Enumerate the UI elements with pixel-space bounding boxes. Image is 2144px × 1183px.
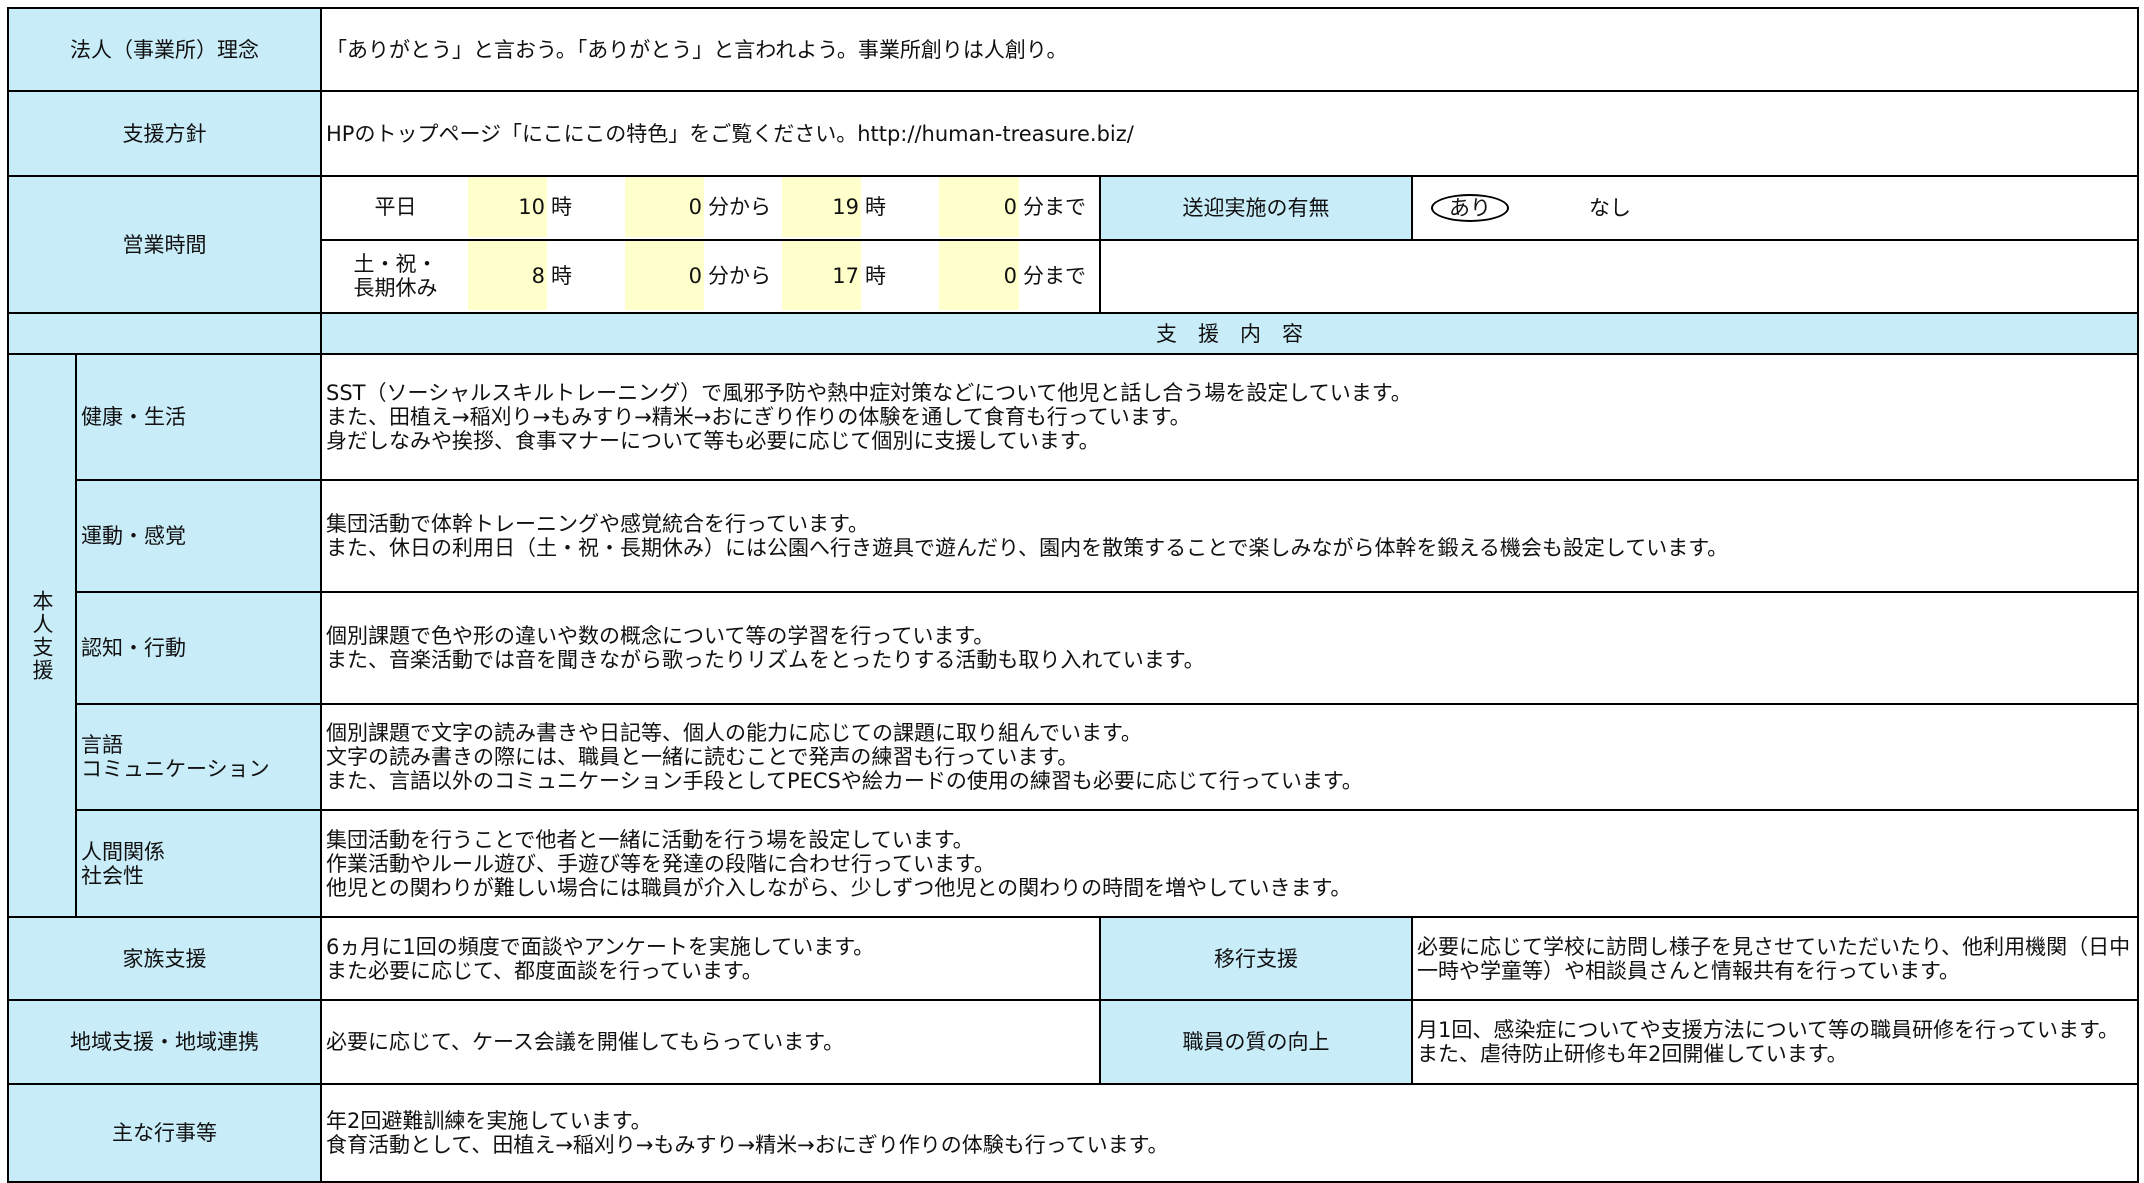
item-label: 健康・生活: [75, 353, 322, 481]
content-cell-text: 必要に応じて、ケース会議を開催してもらっています。: [326, 1030, 845, 1054]
item-label-text: 健康・生活: [81, 405, 186, 429]
time-unit: 分まで: [1019, 177, 1098, 237]
transport-options: あり なし: [1411, 175, 2139, 241]
label-cell: 職員の質の向上: [1099, 999, 1413, 1085]
time-unit: 分まで: [1019, 241, 1098, 310]
time-value: 0: [939, 177, 1019, 237]
time-unit: 分から: [704, 241, 782, 310]
option: なし: [1589, 196, 1631, 220]
time-value: 19: [782, 177, 861, 237]
time-value-text: 0: [688, 263, 702, 288]
item-content-text: 集団活動を行うことで他者と一緒に活動を行う場を設定しています。 作業活動やルール…: [326, 827, 1352, 900]
content-cell: 6ヵ月に1回の頻度で面談やアンケートを実施しています。 また必要に応じて、都度面…: [320, 916, 1101, 1001]
item-content-text: 個別課題で色や形の違いや数の概念について等の学習を行っています。 また、音楽活動…: [326, 624, 1205, 672]
day-label-text: 平日: [374, 195, 417, 219]
label-cell-text: 職員の質の向上: [1182, 1030, 1330, 1054]
item-label-text: 運動・感覚: [81, 524, 186, 548]
item-label-text: 認知・行動: [81, 636, 186, 660]
content-cell-text: 6ヵ月に1回の頻度で面談やアンケートを実施しています。 また必要に応じて、都度面…: [326, 934, 875, 983]
time-value: 0: [939, 241, 1019, 310]
label-cell-text: 法人（事業所）理念: [70, 37, 259, 62]
time-value: 0: [625, 241, 704, 310]
item-content: 個別課題で色や形の違いや数の概念について等の学習を行っています。 また、音楽活動…: [320, 591, 2139, 705]
section-header: 支 援 内 容: [320, 312, 2139, 355]
time-value-text: 8: [531, 263, 545, 288]
time-value-text: 19: [832, 195, 859, 219]
item-content-text: 集団活動で体幹トレーニングや感覚統合を行っています。 また、休日の利用日（土・祝…: [326, 512, 1729, 560]
day-label-text: 土・祝・ 長期休み: [353, 251, 438, 300]
item-label-text: 人間関係 社会性: [81, 839, 165, 888]
label-cell-text: 地域支援・地域連携: [70, 1030, 259, 1054]
time-value: 8: [468, 241, 547, 310]
item-label: 運動・感覚: [75, 479, 322, 593]
time-unit-text: 時: [551, 195, 572, 219]
item-label: 人間関係 社会性: [75, 809, 322, 918]
time-unit-text: 分から: [708, 263, 771, 288]
time-unit-text: 時: [865, 195, 886, 219]
content-cell: 「ありがとう」と言おう。「ありがとう」と言われよう。事業所創りは人創り。: [320, 7, 2139, 92]
item-label: 認知・行動: [75, 591, 322, 705]
item-content: SST（ソーシャルスキルトレーニング）で風邪予防や熱中症対策などについて他児と話…: [320, 353, 2139, 481]
item-content-text: 個別課題で文字の読み書きや日記等、個人の能力に応じての課題に取り組んでいます。 …: [326, 721, 1363, 793]
time-value: 17: [782, 241, 861, 310]
content-cell-text: 「ありがとう」と言おう。「ありがとう」と言われよう。事業所創りは人創り。: [326, 37, 1068, 62]
section-header-text: 支 援 内 容: [1156, 321, 1303, 346]
time-value-text: 0: [1003, 195, 1017, 219]
item-label: 言語 コミュニケーション: [75, 703, 322, 811]
time-value-text: 0: [688, 195, 702, 219]
label-cell: 送迎実施の有無: [1099, 175, 1413, 241]
day-label: 土・祝・ 長期休み: [323, 241, 468, 310]
label-cell: 本人支援: [7, 353, 77, 918]
label-cell: 支援方針: [7, 90, 322, 177]
item-content: 集団活動を行うことで他者と一緒に活動を行う場を設定しています。 作業活動やルール…: [320, 809, 2139, 918]
label-cell: 地域支援・地域連携: [7, 999, 322, 1085]
item-content: 集団活動で体幹トレーニングや感覚統合を行っています。 また、休日の利用日（土・祝…: [320, 479, 2139, 593]
content-cell: HPのトップページ「にこにこの特色」をご覧ください。http://human-t…: [320, 90, 2139, 177]
time-unit: 時: [547, 177, 625, 237]
option-selected: あり: [1431, 194, 1509, 222]
time-unit: 時: [861, 241, 939, 310]
label-cell-text: 本人支援: [30, 589, 54, 682]
item-content-text: SST（ソーシャルスキルトレーニング）で風邪予防や熱中症対策などについて他児と話…: [326, 381, 1412, 453]
label-cell-text: 家族支援: [122, 946, 207, 971]
content-cell-text: 年2回避難訓練を実施しています。 食育活動として、田植え→稲刈り→もみすり→精米…: [326, 1109, 1169, 1157]
time-unit: 時: [861, 177, 939, 237]
time-unit: 時: [547, 241, 625, 310]
day-label: 平日: [323, 177, 468, 237]
label-cell-text: 移行支援: [1214, 946, 1298, 971]
item-label-text: 言語 コミュニケーション: [81, 733, 270, 781]
content-cell: 月1回、感染症についてや支援方法について等の職員研修を行っています。 また、虐待…: [1411, 999, 2139, 1085]
label-cell-text: 主な行事等: [112, 1121, 217, 1145]
empty-cell: [1099, 239, 2139, 314]
label-cell: 移行支援: [1099, 916, 1413, 1001]
content-cell: 必要に応じて学校に訪問し様子を見させていただいたり、他利用機関（日中一時や学童等…: [1411, 916, 2139, 1001]
content-cell: 年2回避難訓練を実施しています。 食育活動として、田植え→稲刈り→もみすり→精米…: [320, 1083, 2139, 1183]
label-cell-text: 送迎実施の有無: [1182, 196, 1330, 220]
time-unit-text: 時: [551, 263, 572, 288]
time-value: 0: [625, 177, 704, 237]
content-cell-text: 必要に応じて学校に訪問し様子を見させていただいたり、他利用機関（日中一時や学童等…: [1417, 934, 2131, 983]
label-cell: 営業時間: [7, 175, 322, 314]
content-cell-text: HPのトップページ「にこにこの特色」をご覧ください。http://human-t…: [326, 121, 1134, 146]
time-value-text: 10: [518, 195, 545, 219]
time-unit: 分から: [704, 177, 782, 237]
header-cell: [7, 312, 322, 355]
time-unit-text: 分まで: [1023, 263, 1086, 288]
time-unit-text: 分まで: [1023, 195, 1086, 219]
label-cell: 法人（事業所）理念: [7, 7, 322, 92]
content-cell-text: 月1回、感染症についてや支援方法について等の職員研修を行っています。 また、虐待…: [1417, 1018, 2119, 1066]
item-content: 個別課題で文字の読み書きや日記等、個人の能力に応じての課題に取り組んでいます。 …: [320, 703, 2139, 811]
label-cell: 家族支援: [7, 916, 322, 1001]
label-cell-text: 営業時間: [122, 232, 207, 257]
label-cell: 主な行事等: [7, 1083, 322, 1183]
time-value-text: 0: [1003, 263, 1017, 288]
time-value-text: 17: [832, 263, 859, 288]
label-cell-text: 支援方針: [122, 121, 207, 146]
time-value: 10: [468, 177, 547, 237]
time-unit-text: 時: [865, 263, 886, 288]
time-unit-text: 分から: [708, 195, 771, 219]
content-cell: 必要に応じて、ケース会議を開催してもらっています。: [320, 999, 1101, 1085]
